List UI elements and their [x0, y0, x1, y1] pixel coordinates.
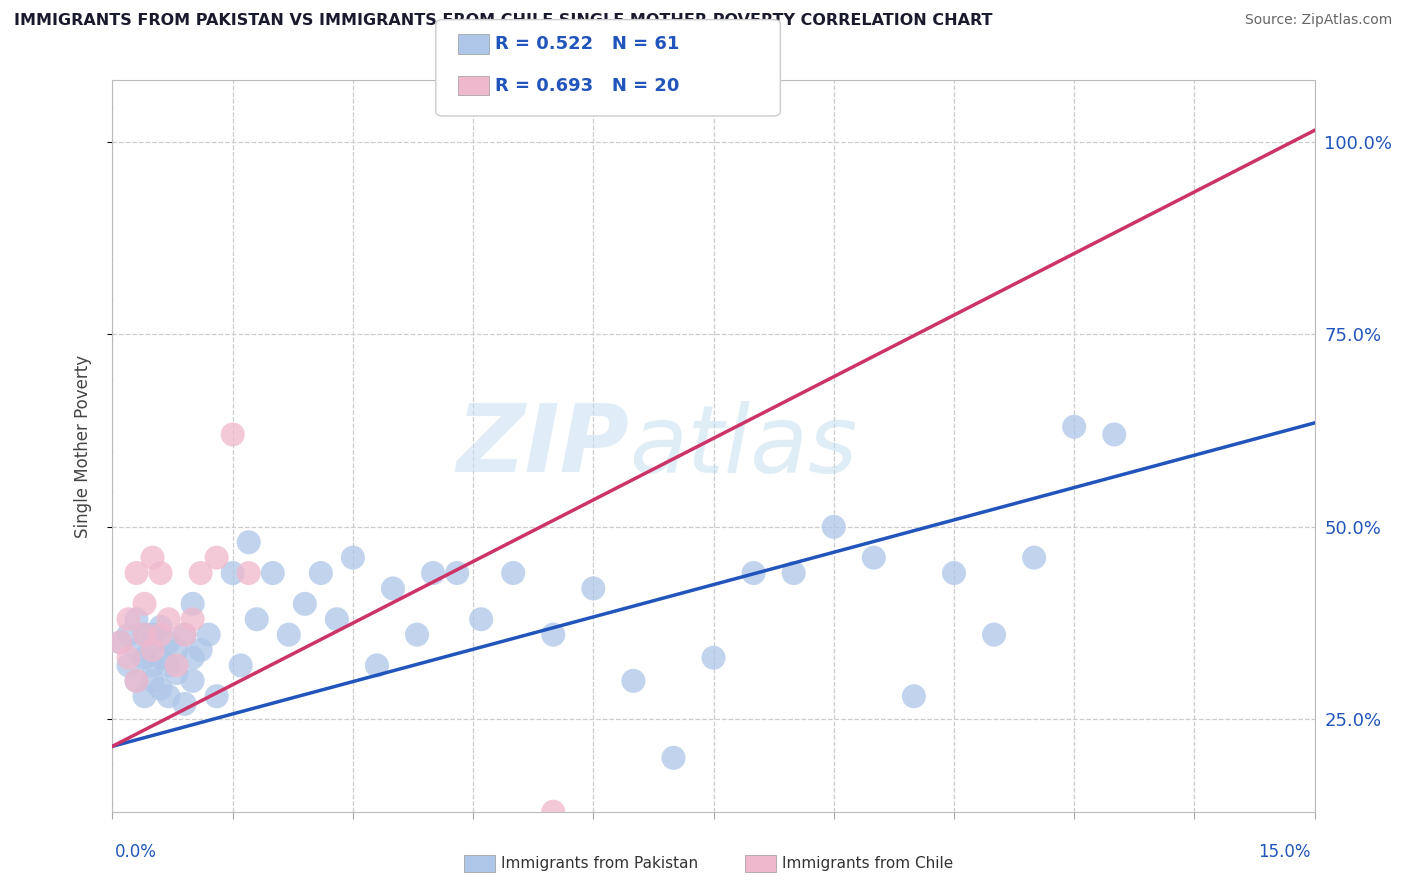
Point	[173, 627, 195, 641]
Text: IMMIGRANTS FROM PAKISTAN VS IMMIGRANTS FROM CHILE SINGLE MOTHER POVERTY CORRELAT: IMMIGRANTS FROM PAKISTAN VS IMMIGRANTS F…	[14, 13, 993, 29]
Point	[582, 582, 605, 596]
Point	[181, 612, 204, 626]
Point	[110, 635, 132, 649]
Point	[366, 658, 388, 673]
Point	[205, 550, 228, 565]
Point	[157, 690, 180, 704]
Point	[246, 612, 269, 626]
Point	[238, 566, 260, 580]
Point	[823, 520, 845, 534]
Point	[157, 658, 180, 673]
Point	[141, 635, 163, 649]
Text: R = 0.693   N = 20: R = 0.693 N = 20	[495, 77, 679, 95]
Point	[502, 566, 524, 580]
Point	[117, 627, 139, 641]
Point	[543, 805, 565, 819]
Point	[110, 635, 132, 649]
Text: Immigrants from Chile: Immigrants from Chile	[782, 856, 953, 871]
Point	[229, 658, 252, 673]
Point	[157, 612, 180, 626]
Point	[149, 650, 172, 665]
Point	[134, 597, 156, 611]
Text: 15.0%: 15.0%	[1258, 843, 1310, 861]
Text: Immigrants from Pakistan: Immigrants from Pakistan	[501, 856, 697, 871]
Point	[141, 550, 163, 565]
Point	[190, 643, 212, 657]
Point	[326, 612, 349, 626]
Point	[117, 658, 139, 673]
Point	[125, 643, 148, 657]
Point	[134, 627, 156, 641]
Point	[863, 550, 886, 565]
Point	[134, 650, 156, 665]
Point	[197, 627, 219, 641]
Point	[149, 681, 172, 696]
Point	[181, 597, 204, 611]
Point	[1102, 427, 1125, 442]
Point	[1024, 550, 1046, 565]
Point	[125, 566, 148, 580]
Point	[190, 566, 212, 580]
Text: 0.0%: 0.0%	[115, 843, 157, 861]
Text: Source: ZipAtlas.com: Source: ZipAtlas.com	[1244, 13, 1392, 28]
Point	[166, 666, 188, 681]
Point	[181, 673, 204, 688]
Point	[141, 627, 163, 641]
Point	[446, 566, 468, 580]
Point	[382, 582, 405, 596]
Point	[942, 566, 965, 580]
Text: R = 0.522   N = 61: R = 0.522 N = 61	[495, 35, 679, 53]
Point	[662, 751, 685, 765]
Point	[742, 566, 765, 580]
Point	[543, 627, 565, 641]
Point	[205, 690, 228, 704]
Point	[222, 566, 245, 580]
Point	[149, 566, 172, 580]
Point	[125, 612, 148, 626]
Point	[134, 690, 156, 704]
Text: atlas: atlas	[630, 401, 858, 491]
Point	[222, 427, 245, 442]
Point	[166, 658, 188, 673]
Point	[173, 697, 195, 711]
Point	[181, 650, 204, 665]
Text: ZIP: ZIP	[457, 400, 630, 492]
Point	[702, 650, 725, 665]
Point	[342, 550, 364, 565]
Point	[621, 673, 644, 688]
Point	[173, 627, 195, 641]
Y-axis label: Single Mother Poverty: Single Mother Poverty	[73, 354, 91, 538]
Point	[470, 612, 492, 626]
Point	[166, 643, 188, 657]
Point	[157, 635, 180, 649]
Point	[983, 627, 1005, 641]
Point	[406, 627, 429, 641]
Point	[141, 643, 163, 657]
Point	[117, 612, 139, 626]
Point	[149, 627, 172, 641]
Point	[134, 627, 156, 641]
Point	[125, 673, 148, 688]
Point	[277, 627, 299, 641]
Point	[149, 620, 172, 634]
Point	[262, 566, 284, 580]
Point	[422, 566, 444, 580]
Point	[782, 566, 804, 580]
Point	[294, 597, 316, 611]
Point	[903, 690, 925, 704]
Point	[141, 658, 163, 673]
Point	[1063, 419, 1085, 434]
Point	[117, 650, 139, 665]
Point	[309, 566, 332, 580]
Point	[238, 535, 260, 549]
Point	[125, 673, 148, 688]
Point	[141, 673, 163, 688]
